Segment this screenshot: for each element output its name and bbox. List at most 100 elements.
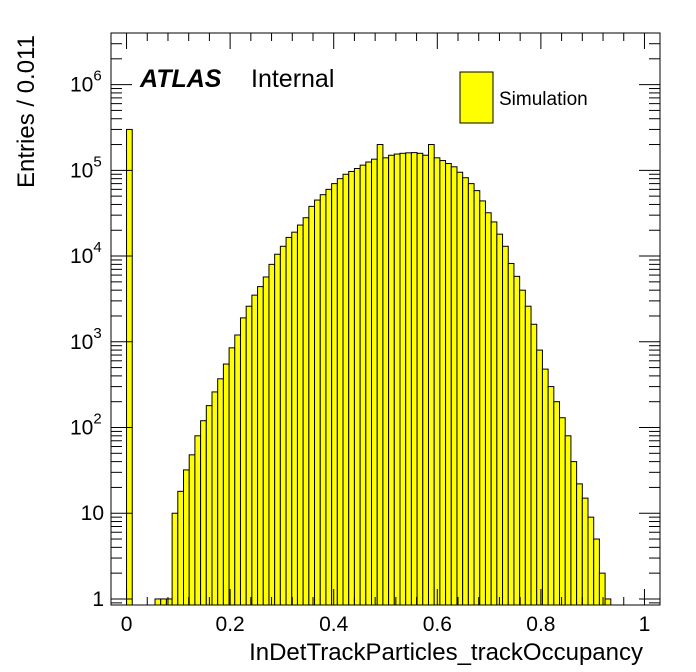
histogram-bar (427, 144, 435, 606)
histogram-bar (165, 598, 173, 606)
legend-entry-label: Simulation (499, 89, 588, 110)
histogram-bar (353, 168, 361, 606)
histogram-bar (371, 158, 378, 606)
histogram-bar (285, 236, 293, 606)
histogram-bar (570, 461, 578, 606)
plot-frame (110, 32, 661, 606)
y-tick-label: 10 (81, 502, 104, 525)
y-tick-label: 103 (70, 325, 102, 354)
histogram-bar (319, 194, 327, 606)
histogram-bar (308, 205, 316, 606)
histogram-bar (547, 386, 555, 606)
histogram-bar (479, 200, 486, 606)
histogram-bar (217, 378, 224, 606)
x-tick-label: 1 (639, 613, 651, 636)
histogram-bar (359, 164, 367, 606)
histogram-bar (559, 417, 566, 606)
histogram-bar (342, 173, 350, 606)
histogram-bar (291, 231, 298, 606)
histogram-bar (274, 253, 281, 606)
histogram-bars (126, 128, 612, 606)
histogram-bar (410, 152, 418, 606)
x-tick-label: 0.4 (319, 613, 349, 636)
y-tick-label: 105 (70, 153, 102, 182)
histogram-bar (171, 512, 179, 606)
histogram-bar (450, 166, 458, 606)
histogram-bar (251, 294, 259, 606)
histogram-bar (388, 154, 395, 606)
histogram-bar (484, 212, 492, 606)
histogram-bar (382, 157, 390, 606)
histogram-bar (194, 435, 202, 606)
histogram-bar (365, 161, 373, 606)
histogram-bar (467, 183, 475, 606)
y-tick-label: 102 (70, 411, 102, 440)
histogram-bar (433, 157, 441, 606)
histogram-bar (126, 128, 133, 606)
x-tick-label: 0.8 (526, 613, 555, 636)
histogram-bar (200, 420, 207, 606)
x-tick-label: 0 (121, 613, 133, 636)
atlas-label: ATLAS Internal (139, 65, 334, 93)
histogram-bar (405, 152, 412, 606)
y-tick-label: 104 (70, 239, 102, 268)
histogram-bar (530, 323, 538, 606)
x-tick-label: 0.6 (423, 613, 452, 636)
histogram-bar (177, 490, 185, 606)
histogram-bar (416, 152, 424, 606)
histogram-bar (524, 305, 532, 606)
histogram-bar (257, 286, 264, 606)
histogram-bar (445, 163, 452, 606)
histogram-bar (262, 276, 270, 606)
histogram-bar (564, 435, 572, 606)
histogram-bar (228, 347, 236, 606)
x-axis-tick-labels: 0 0.2 0.4 0.6 0.8 1 (121, 613, 651, 636)
histogram-bar (439, 160, 447, 606)
histogram-bar (325, 188, 333, 606)
histogram-bar (502, 245, 509, 606)
histogram-bar (302, 217, 310, 606)
histogram-bar (604, 598, 612, 606)
histogram-bar (279, 245, 287, 606)
histogram-bar (473, 190, 481, 606)
y-axis-tick-labels: 1 10 102 103 104 105 106 (70, 68, 104, 611)
histogram-bar (536, 349, 543, 606)
histogram-bar (154, 598, 162, 606)
histogram-bar (507, 262, 515, 606)
histogram-bar (541, 368, 549, 606)
histogram-bar (348, 170, 355, 606)
histogram-bar (239, 317, 247, 606)
atlas-status-label: Internal (251, 65, 334, 93)
histogram-bar (513, 275, 521, 606)
y-tick-label: 1 (92, 588, 104, 611)
histogram-bar (456, 171, 464, 606)
legend: Simulation (459, 71, 588, 124)
histogram-bar (581, 497, 589, 606)
y-axis-ticks (111, 32, 660, 604)
atlas-experiment-label: ATLAS (139, 65, 222, 93)
histogram-bar (205, 405, 213, 606)
x-axis-ticks (126, 33, 645, 605)
histogram-bar (376, 144, 384, 606)
histogram-bar (393, 153, 401, 606)
histogram-bar (496, 233, 504, 606)
histogram-bar (331, 183, 338, 606)
histogram-bar (234, 334, 241, 606)
histogram-bar (268, 263, 276, 606)
histogram-bar (296, 224, 304, 606)
histogram-bar (314, 199, 321, 606)
histogram-bar (593, 538, 600, 606)
histogram-bar (553, 401, 561, 606)
histogram-bar (211, 391, 219, 606)
x-tick-label: 0.2 (216, 613, 245, 636)
histogram-bar (399, 152, 407, 606)
y-tick-label: 106 (70, 68, 102, 97)
histogram-bar (422, 154, 429, 606)
histogram-bar (245, 305, 253, 606)
histogram-bar (222, 363, 230, 606)
histogram-bar (160, 598, 167, 606)
histogram-bar (587, 516, 595, 606)
histogram-bar (188, 454, 196, 606)
legend-swatch (459, 71, 494, 124)
